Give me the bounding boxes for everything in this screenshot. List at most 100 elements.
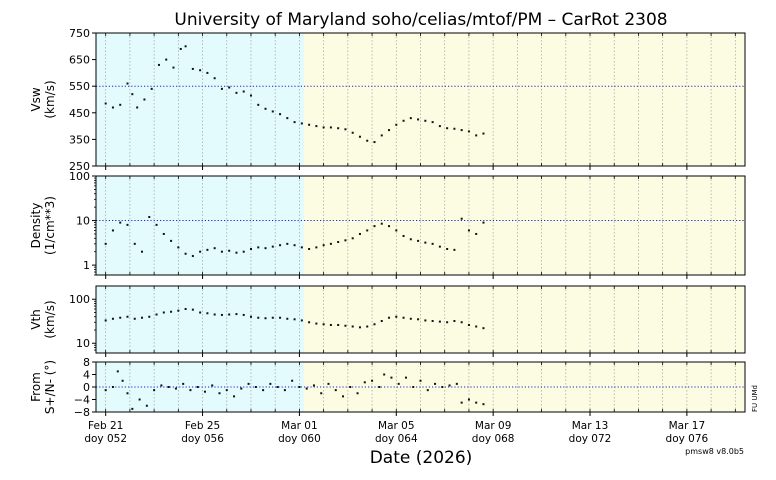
- x-tick-label-doy: doy 068: [472, 433, 515, 445]
- data-point: [177, 246, 180, 249]
- data-point: [160, 384, 163, 387]
- data-point: [211, 384, 214, 387]
- y-tick-label: 0: [83, 381, 90, 394]
- data-point: [482, 132, 485, 135]
- data-point: [373, 225, 376, 228]
- data-point: [228, 313, 231, 316]
- y-tick-label: 250: [69, 160, 90, 173]
- data-point: [322, 323, 325, 326]
- data-point: [453, 127, 456, 130]
- data-point: [271, 316, 274, 319]
- y-tick-label: 100: [69, 293, 90, 306]
- data-point: [199, 250, 202, 253]
- data-point: [111, 106, 114, 109]
- data-point: [388, 316, 391, 319]
- y-tick-label: 10: [76, 215, 90, 228]
- data-point: [249, 94, 252, 97]
- y-tick-label: 450: [69, 107, 90, 120]
- data-point: [475, 232, 478, 235]
- data-point: [235, 313, 238, 316]
- data-point: [153, 389, 156, 392]
- data-point: [133, 317, 136, 320]
- x-tick-label-doy: doy 072: [569, 433, 612, 445]
- data-point: [206, 71, 209, 74]
- data-point: [315, 322, 318, 325]
- data-point: [242, 90, 245, 93]
- y-tick-label: 1: [83, 259, 90, 272]
- y-axis-label: (km/s): [43, 300, 57, 338]
- data-point: [291, 379, 294, 382]
- data-point: [119, 221, 122, 224]
- data-point: [424, 241, 427, 244]
- chart-title: University of Maryland soho/celias/mtof/…: [174, 10, 667, 30]
- data-point: [182, 382, 185, 385]
- y-tick-label: 100: [69, 170, 90, 183]
- data-point: [482, 221, 485, 224]
- data-point: [235, 91, 238, 94]
- data-point: [184, 308, 187, 311]
- data-point: [111, 386, 114, 388]
- data-point: [329, 126, 332, 129]
- data-point: [104, 319, 107, 322]
- data-point: [409, 117, 412, 120]
- data-point: [395, 123, 398, 126]
- y-axis-label: (km/s): [43, 80, 57, 118]
- data-point: [308, 247, 311, 250]
- data-point: [402, 235, 405, 238]
- data-point: [233, 395, 236, 398]
- data-point: [264, 317, 267, 320]
- data-point: [170, 239, 173, 242]
- data-point: [397, 382, 400, 385]
- data-point: [315, 125, 318, 128]
- data-point: [404, 376, 407, 379]
- data-point: [409, 317, 412, 320]
- data-point: [126, 82, 129, 85]
- data-point: [426, 389, 429, 392]
- data-point: [356, 392, 359, 395]
- data-point: [380, 320, 383, 323]
- data-point: [460, 129, 463, 132]
- data-point: [366, 139, 369, 142]
- data-point: [283, 389, 286, 392]
- data-point: [329, 242, 332, 245]
- data-point: [189, 389, 192, 392]
- data-point: [196, 386, 199, 388]
- data-point: [482, 327, 485, 330]
- data-point: [203, 390, 206, 393]
- data-point: [220, 250, 223, 253]
- panel-vsw: 250 350 450 550 650 750 Vsw (km/s): [29, 27, 746, 173]
- data-point: [446, 247, 449, 250]
- data-point: [184, 45, 187, 48]
- data-point: [179, 47, 182, 50]
- data-point: [424, 319, 427, 322]
- data-point: [460, 217, 463, 220]
- data-point: [417, 239, 420, 242]
- data-point: [419, 379, 422, 382]
- data-point: [228, 86, 231, 89]
- data-point: [438, 320, 441, 323]
- y-axis-label: Density: [29, 203, 43, 249]
- data-point: [412, 386, 415, 388]
- data-point: [431, 121, 434, 124]
- data-point: [119, 103, 122, 106]
- shade-region: [304, 33, 745, 166]
- data-point: [373, 323, 376, 326]
- data-point: [334, 389, 337, 392]
- data-point: [358, 232, 361, 235]
- data-point: [431, 320, 434, 323]
- data-point: [119, 316, 122, 319]
- data-point: [467, 229, 470, 232]
- x-tick-label-doy: doy 052: [84, 433, 127, 445]
- x-axis-label: Date (2026): [370, 448, 473, 468]
- data-point: [242, 313, 245, 316]
- data-point: [312, 384, 315, 387]
- data-point: [453, 320, 456, 323]
- data-point: [162, 232, 165, 235]
- data-point: [133, 242, 136, 245]
- data-point: [358, 135, 361, 138]
- data-point: [475, 134, 478, 137]
- data-point: [434, 382, 437, 385]
- data-point: [453, 248, 456, 251]
